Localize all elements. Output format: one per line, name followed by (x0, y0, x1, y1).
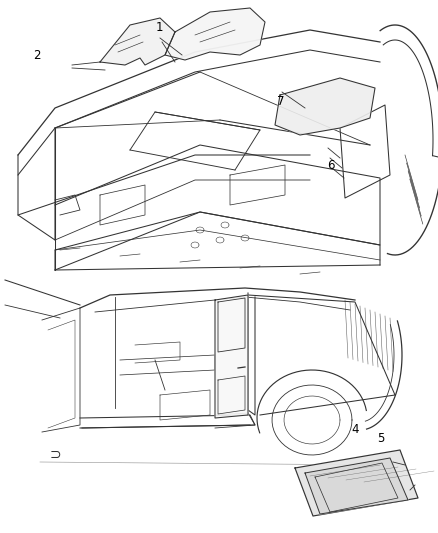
Text: 2: 2 (33, 50, 41, 62)
Polygon shape (165, 8, 265, 60)
Text: 6: 6 (327, 159, 335, 172)
Text: 5: 5 (378, 432, 385, 445)
Text: ⊃: ⊃ (49, 448, 61, 462)
Polygon shape (305, 458, 408, 514)
Polygon shape (275, 78, 375, 135)
Polygon shape (295, 450, 418, 516)
Text: 1: 1 (156, 21, 164, 34)
Text: 4: 4 (351, 423, 359, 435)
Text: 7: 7 (276, 95, 284, 108)
Polygon shape (215, 295, 248, 418)
Polygon shape (100, 18, 175, 65)
